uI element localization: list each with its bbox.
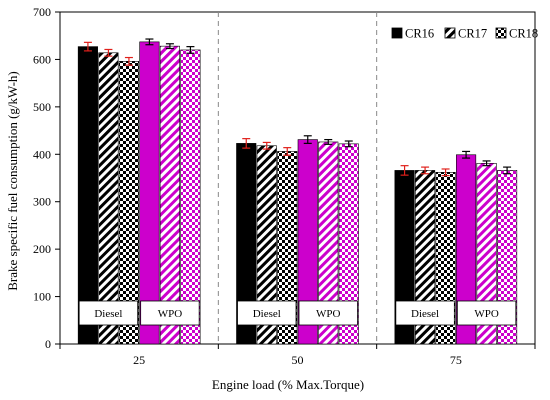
- plot-area-border: [59, 11, 536, 345]
- y-tick-label: 200: [33, 242, 51, 256]
- bar: [139, 41, 160, 345]
- diesel-label-text: Diesel: [253, 308, 281, 320]
- y-tick-label: 700: [33, 5, 51, 19]
- x-tick-label: 25: [133, 353, 145, 367]
- x-axis-title: Engine load (% Max.Torque): [212, 377, 364, 392]
- legend-swatch: [391, 27, 403, 39]
- x-tick-label: 50: [292, 353, 304, 367]
- y-tick-label: 400: [33, 147, 51, 161]
- bar: [77, 46, 98, 345]
- y-tick-label: 0: [45, 337, 51, 351]
- wpo-label-box: [298, 300, 358, 326]
- legend-label: CR17: [458, 27, 487, 41]
- wpo-label-text: WPO: [158, 308, 183, 320]
- bar: [180, 49, 201, 345]
- legend-label: CR16: [405, 27, 434, 41]
- y-axis-title: Brake specific fuel consumption (g/kW-h): [5, 71, 20, 291]
- diesel-label-box: [237, 300, 297, 326]
- y-tick-label: 600: [33, 52, 51, 66]
- y-tick-label: 500: [33, 100, 51, 114]
- diesel-label-box: [395, 300, 455, 326]
- bar: [159, 45, 180, 345]
- wpo-label-text: WPO: [474, 308, 499, 320]
- diesel-label-text: Diesel: [411, 308, 439, 320]
- bar: [98, 52, 119, 345]
- wpo-label-box: [140, 300, 200, 326]
- legend-swatch: [495, 27, 507, 39]
- legend-swatch: [444, 27, 456, 39]
- diesel-label-box: [78, 300, 139, 326]
- wpo-label-text: WPO: [316, 308, 341, 320]
- y-tick-label: 100: [33, 290, 51, 304]
- x-tick-label: 75: [450, 353, 462, 367]
- diesel-label-text: Diesel: [94, 308, 122, 320]
- legend-label: CR18: [509, 27, 538, 41]
- wpo-label-box: [456, 300, 517, 326]
- y-tick-label: 300: [33, 195, 51, 209]
